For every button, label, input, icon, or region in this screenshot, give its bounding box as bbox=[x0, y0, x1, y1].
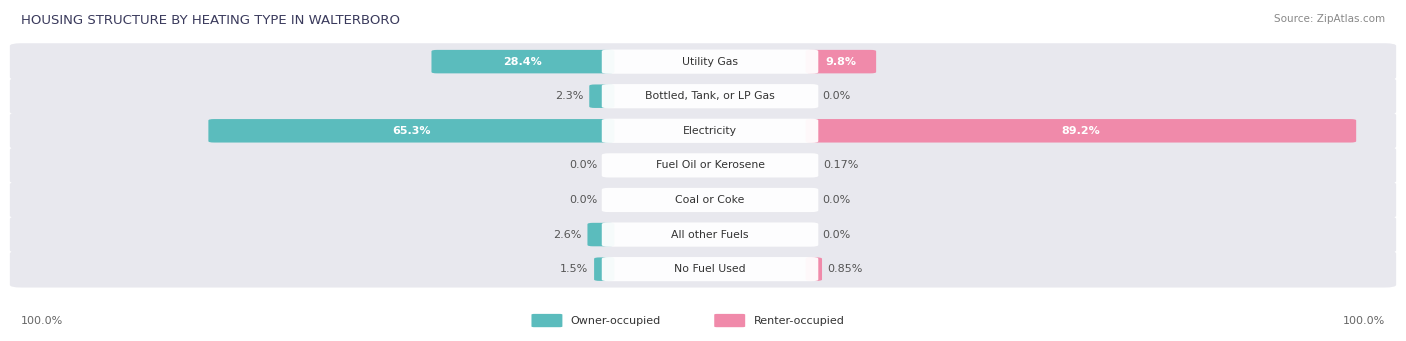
FancyBboxPatch shape bbox=[10, 113, 1396, 149]
FancyBboxPatch shape bbox=[432, 50, 614, 73]
FancyBboxPatch shape bbox=[10, 251, 1396, 287]
Text: 65.3%: 65.3% bbox=[392, 126, 430, 136]
FancyBboxPatch shape bbox=[208, 119, 614, 143]
FancyBboxPatch shape bbox=[602, 119, 818, 143]
FancyBboxPatch shape bbox=[10, 43, 1396, 80]
FancyBboxPatch shape bbox=[602, 222, 818, 247]
Text: All other Fuels: All other Fuels bbox=[671, 229, 749, 240]
FancyBboxPatch shape bbox=[602, 188, 818, 212]
Text: 0.85%: 0.85% bbox=[828, 264, 863, 274]
Text: 0.0%: 0.0% bbox=[823, 229, 851, 240]
Text: HOUSING STRUCTURE BY HEATING TYPE IN WALTERBORO: HOUSING STRUCTURE BY HEATING TYPE IN WAL… bbox=[21, 14, 401, 27]
Text: 0.0%: 0.0% bbox=[569, 160, 598, 170]
Text: 0.0%: 0.0% bbox=[823, 91, 851, 101]
Text: Electricity: Electricity bbox=[683, 126, 737, 136]
Text: 0.0%: 0.0% bbox=[569, 195, 598, 205]
FancyBboxPatch shape bbox=[806, 257, 823, 281]
Text: 0.17%: 0.17% bbox=[824, 160, 859, 170]
Text: 1.5%: 1.5% bbox=[560, 264, 589, 274]
FancyBboxPatch shape bbox=[602, 153, 818, 177]
FancyBboxPatch shape bbox=[602, 257, 818, 281]
Text: Coal or Coke: Coal or Coke bbox=[675, 195, 745, 205]
Text: 28.4%: 28.4% bbox=[503, 57, 543, 66]
Text: Fuel Oil or Kerosene: Fuel Oil or Kerosene bbox=[655, 160, 765, 170]
Text: 89.2%: 89.2% bbox=[1062, 126, 1101, 136]
FancyBboxPatch shape bbox=[806, 50, 876, 73]
Text: 100.0%: 100.0% bbox=[1343, 315, 1385, 326]
Text: 100.0%: 100.0% bbox=[21, 315, 63, 326]
FancyBboxPatch shape bbox=[10, 147, 1396, 184]
FancyBboxPatch shape bbox=[589, 85, 614, 108]
FancyBboxPatch shape bbox=[595, 257, 614, 281]
FancyBboxPatch shape bbox=[10, 216, 1396, 253]
Text: 2.6%: 2.6% bbox=[554, 229, 582, 240]
FancyBboxPatch shape bbox=[714, 314, 745, 327]
Text: 0.0%: 0.0% bbox=[823, 195, 851, 205]
FancyBboxPatch shape bbox=[531, 314, 562, 327]
Text: Utility Gas: Utility Gas bbox=[682, 57, 738, 66]
FancyBboxPatch shape bbox=[10, 78, 1396, 115]
Text: No Fuel Used: No Fuel Used bbox=[675, 264, 745, 274]
Text: Renter-occupied: Renter-occupied bbox=[754, 315, 845, 326]
FancyBboxPatch shape bbox=[806, 119, 1357, 143]
Text: 9.8%: 9.8% bbox=[825, 57, 856, 66]
Text: Bottled, Tank, or LP Gas: Bottled, Tank, or LP Gas bbox=[645, 91, 775, 101]
Text: 2.3%: 2.3% bbox=[555, 91, 583, 101]
FancyBboxPatch shape bbox=[10, 182, 1396, 218]
Text: Owner-occupied: Owner-occupied bbox=[571, 315, 661, 326]
Text: Source: ZipAtlas.com: Source: ZipAtlas.com bbox=[1274, 14, 1385, 24]
FancyBboxPatch shape bbox=[602, 49, 818, 74]
FancyBboxPatch shape bbox=[602, 84, 818, 108]
FancyBboxPatch shape bbox=[588, 223, 614, 246]
